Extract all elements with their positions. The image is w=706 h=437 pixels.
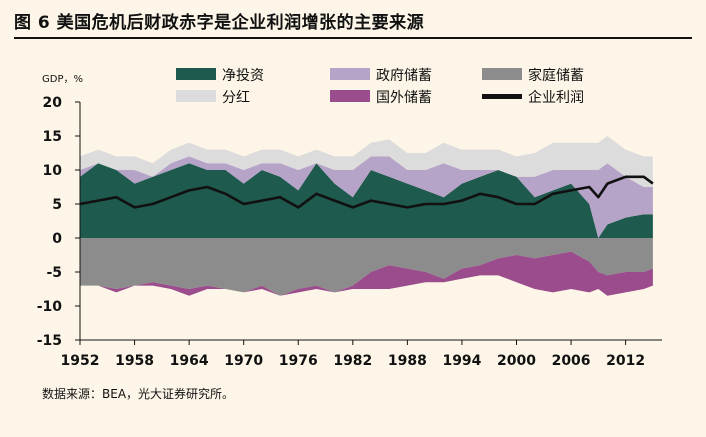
legend-label: 净投资: [222, 68, 264, 84]
area-分红: [80, 136, 653, 187]
title-rule: [14, 37, 692, 39]
area-layers: [80, 136, 653, 296]
legend-item-分红: 分红: [176, 90, 250, 106]
profit-line-layer: [79, 175, 654, 209]
chart-title: 图 6 美国危机后财政赤字是企业利润增张的主要来源: [14, 13, 425, 33]
legend-item-企业利润: 企业利润: [482, 89, 584, 106]
x-axis: 1952 1958 1964 1970 1976 1982 1988 1994 2000 2006…: [61, 339, 662, 369]
legend-label: 国外储蓄: [376, 90, 432, 106]
line-企业利润: [79, 175, 654, 209]
y-unit-label: GDP，%: [42, 74, 83, 85]
legend-swatch: [330, 90, 370, 102]
legend-label: 政府储蓄: [376, 68, 432, 84]
legend-label: 企业利润: [528, 89, 584, 106]
legend-label: 分红: [222, 90, 250, 106]
legend-swatch: [482, 68, 522, 80]
x-tick-label: 1952: [61, 353, 100, 369]
x-tick-label: 2012: [606, 353, 645, 369]
x-tick-label: 2006: [552, 353, 591, 369]
legend-item-国外储蓄: 国外储蓄: [330, 90, 432, 106]
x-tick-label: 1970: [224, 353, 263, 369]
y-tick-label: 10: [43, 163, 63, 179]
x-tick-label: 1994: [442, 353, 481, 369]
x-tick-label: 1988: [388, 353, 427, 369]
area-政府储蓄: [80, 156, 653, 238]
area-净投资: [80, 163, 653, 238]
y-axis: 20 15 10 5 0 -5 -10 -15: [37, 95, 81, 349]
x-tick-label: 1958: [115, 353, 154, 369]
x-tick-label: 2000: [497, 353, 536, 369]
legend-item-政府储蓄: 政府储蓄: [330, 68, 432, 84]
y-tick-label: 20: [43, 95, 63, 111]
legend-swatch: [176, 68, 216, 80]
x-tick-label: 1964: [170, 353, 209, 369]
y-tick-label: -15: [37, 333, 62, 349]
y-tick-label: -10: [37, 299, 63, 315]
source-note: 数据来源：BEA，光大证券研究所。: [42, 387, 235, 401]
legend-swatch: [482, 94, 522, 99]
area-家庭储蓄: [80, 238, 653, 296]
legend-item-家庭储蓄: 家庭储蓄: [482, 67, 584, 84]
y-tick-label: 0: [52, 231, 62, 247]
y-tick-label: -5: [46, 265, 62, 281]
area-国外储蓄: [80, 251, 653, 296]
legend-swatch: [330, 68, 370, 80]
legend-label: 家庭储蓄: [528, 67, 584, 84]
x-tick-label: 1976: [279, 353, 318, 369]
y-tick-label: 5: [52, 197, 62, 213]
x-tick-label: 1982: [333, 353, 372, 369]
legend-swatch: [176, 90, 216, 102]
stacked-area-chart: 20 15 10 5 0 -5 -10 -15 1952 1958 1964 1970 1976 198…: [37, 67, 662, 369]
y-tick-label: 15: [43, 129, 62, 145]
legend-item-净投资: 净投资: [176, 68, 264, 84]
